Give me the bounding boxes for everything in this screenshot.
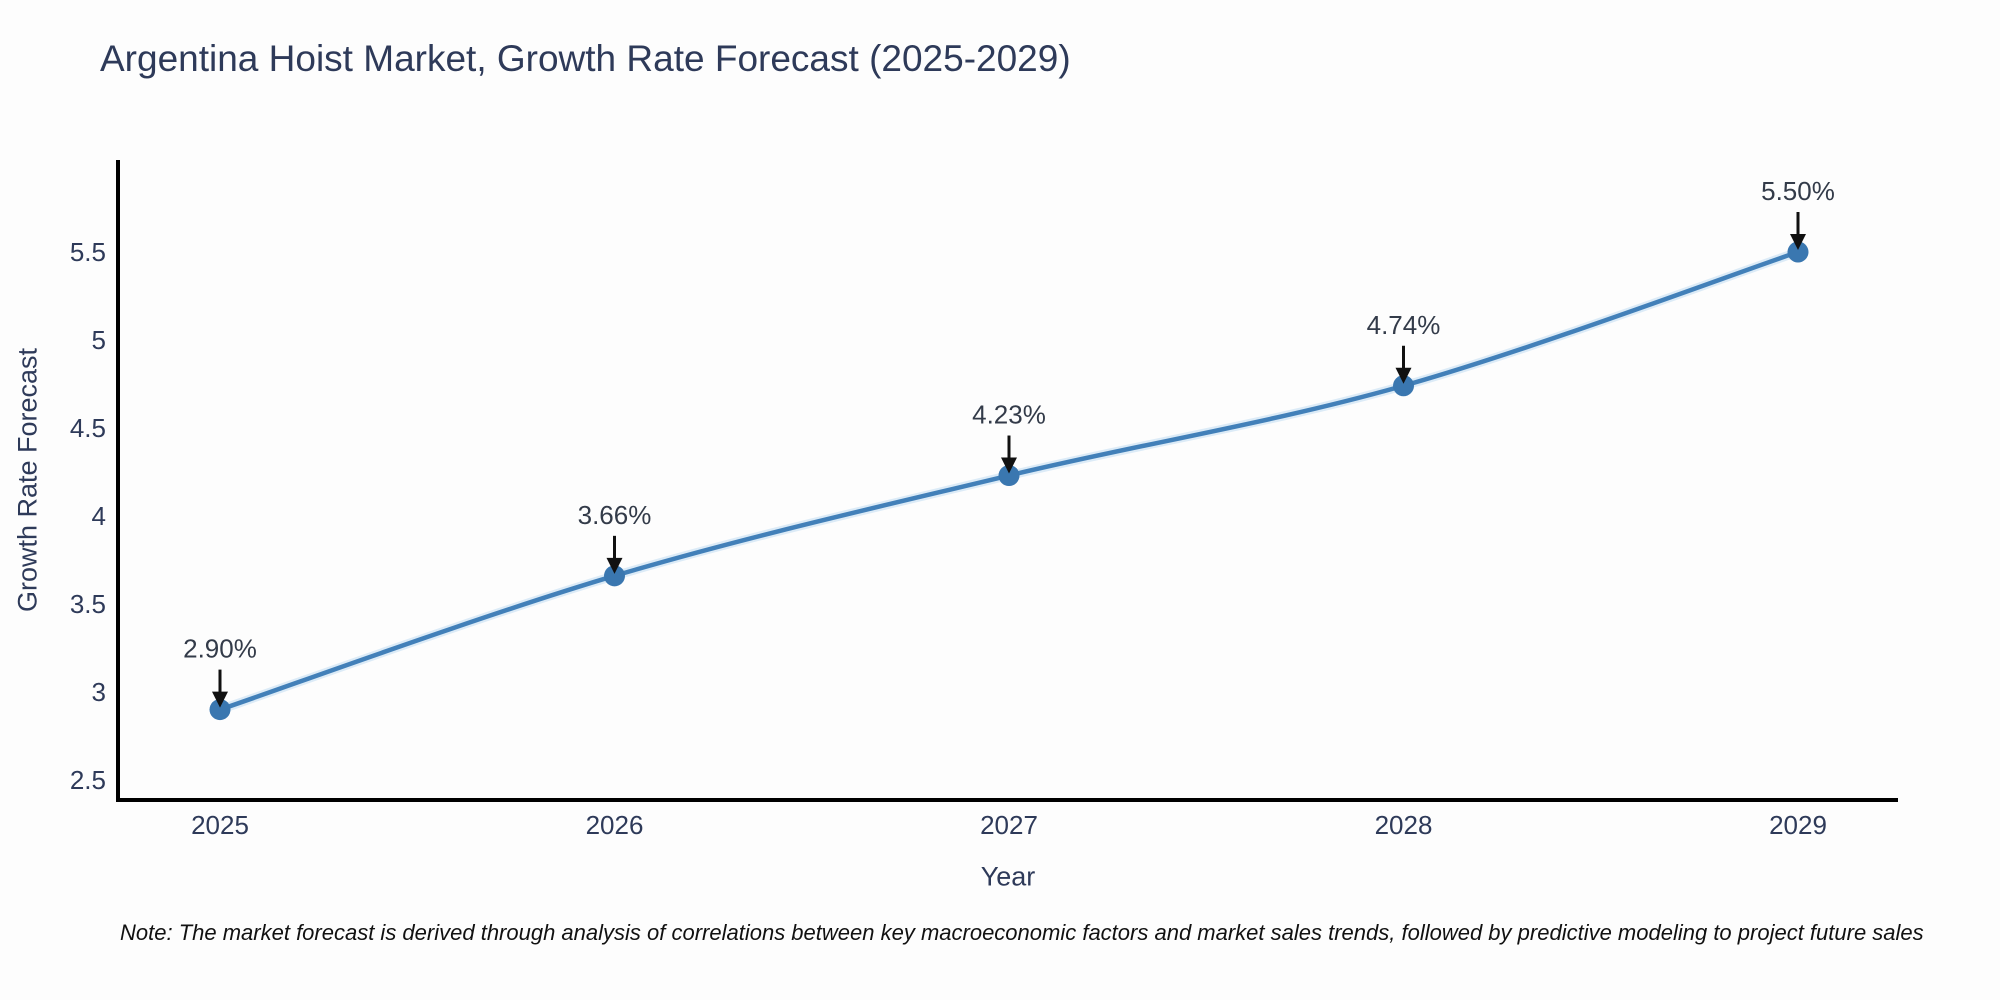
annotation-arrow-head	[1001, 457, 1017, 474]
y-tick-label: 4	[92, 501, 106, 531]
annotation-label: 5.50%	[1761, 176, 1835, 206]
x-tick-label: 2026	[586, 810, 644, 840]
data-point-marker	[604, 565, 625, 587]
annotation-label: 4.74%	[1367, 310, 1441, 340]
x-tick-label: 2027	[980, 810, 1038, 840]
data-point-marker	[1787, 241, 1809, 263]
annotation-arrow-head	[606, 557, 623, 574]
annotation-arrow-head	[1395, 367, 1412, 384]
y-axis-title: Growth Rate Forecast	[12, 347, 43, 613]
data-point-marker	[1393, 375, 1414, 397]
annotation-label: 4.23%	[972, 400, 1046, 430]
y-tick-label: 4.5	[70, 413, 106, 443]
y-tick-label: 2.5	[70, 765, 106, 795]
annotation-label: 3.66%	[578, 500, 652, 530]
x-axis-title: Year	[980, 861, 1036, 892]
data-point-marker	[209, 699, 231, 721]
x-tick-label: 2025	[191, 810, 249, 840]
x-tick-label: 2028	[1375, 810, 1433, 840]
chart-title: Argentina Hoist Market, Growth Rate Fore…	[100, 38, 1071, 79]
annotation-arrow-head	[212, 691, 228, 708]
y-tick-label: 5.5	[70, 237, 106, 267]
annotation-label: 2.90%	[183, 634, 257, 664]
x-tick-label: 2029	[1769, 810, 1827, 840]
annotation-arrow-head	[1790, 234, 1806, 250]
data-point-marker	[998, 465, 1020, 487]
y-tick-label: 5	[92, 325, 106, 355]
y-tick-label: 3.5	[70, 589, 106, 619]
footnote: Note: The market forecast is derived thr…	[120, 920, 1924, 945]
y-tick-label: 3	[92, 677, 106, 707]
